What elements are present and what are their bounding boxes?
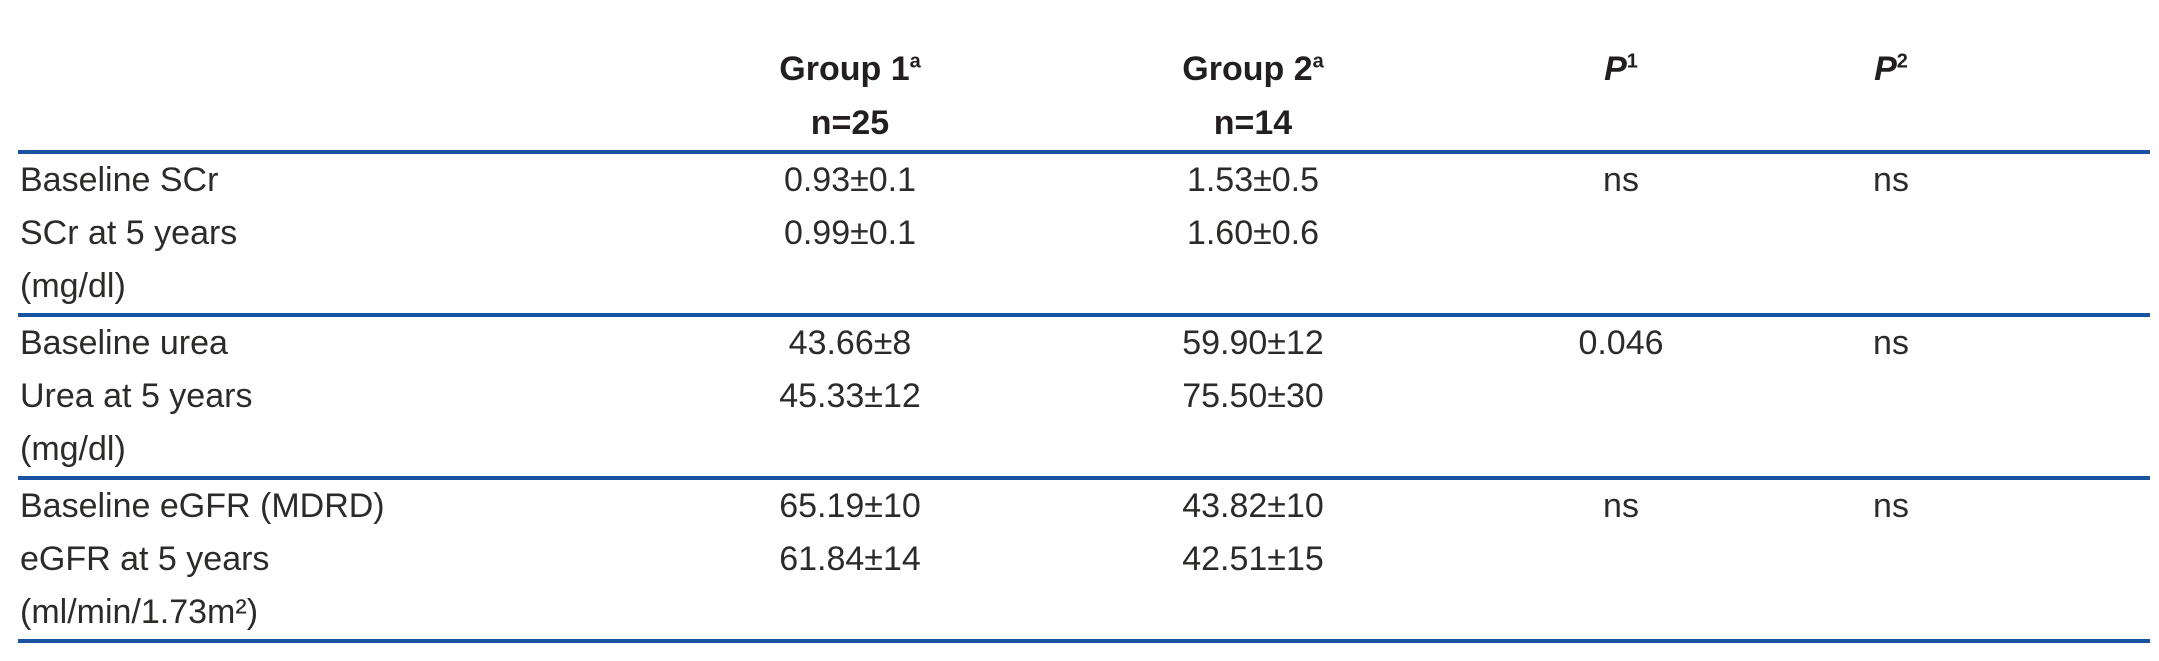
header-group2: Group 2a n=14 bbox=[1050, 0, 1456, 154]
header-group1: Group 1a n=25 bbox=[650, 0, 1050, 154]
group1-footnote-marker: a bbox=[909, 50, 921, 73]
cell-group1: 43.66±8 bbox=[788, 324, 912, 362]
cell-filler bbox=[1996, 533, 2150, 586]
cell-p1 bbox=[1456, 423, 1786, 480]
cell-p2 bbox=[1786, 370, 1996, 423]
cell-p1: ns bbox=[1603, 487, 1639, 525]
cell-group1: 0.99±0.1 bbox=[783, 214, 917, 252]
cell-group2 bbox=[1050, 586, 1456, 643]
cell-filler bbox=[1996, 207, 2150, 260]
cell-p2 bbox=[1786, 586, 1996, 643]
cell-group1 bbox=[650, 423, 1050, 480]
cell-group2: 43.82±10 bbox=[1182, 487, 1324, 525]
cell-p1 bbox=[1456, 370, 1786, 423]
section-egfr: Baseline eGFR (MDRD) 65.19±10 43.82±10 n… bbox=[18, 478, 2150, 643]
header-empty bbox=[18, 0, 650, 154]
table-row: Baseline eGFR (MDRD) 65.19±10 43.82±10 n… bbox=[18, 478, 2150, 533]
row-unit-label: (ml/min/1.73m²) bbox=[18, 586, 650, 643]
cell-p2: ns bbox=[1873, 161, 1909, 199]
cell-filler bbox=[1996, 152, 2150, 207]
cell-group2: 59.90±12 bbox=[1182, 324, 1324, 362]
cell-filler bbox=[1996, 370, 2150, 423]
results-table: Group 1a n=25 Group 2a n=14 P1 P2 bbox=[18, 0, 2150, 643]
cell-p1 bbox=[1456, 533, 1786, 586]
row-label: Baseline eGFR (MDRD) bbox=[20, 487, 385, 525]
cell-p2 bbox=[1786, 533, 1996, 586]
header-p1: P1 bbox=[1456, 0, 1786, 154]
row-label: Baseline SCr bbox=[20, 161, 219, 199]
header-filler bbox=[1996, 0, 2150, 154]
group2-label: Group 2 bbox=[1182, 50, 1313, 88]
cell-p1 bbox=[1456, 586, 1786, 643]
p2-label: P bbox=[1874, 50, 1897, 88]
table-row: SCr at 5 years 0.99±0.1 1.60±0.6 bbox=[18, 207, 2150, 260]
group2-footnote-marker: a bbox=[1312, 50, 1324, 73]
row-label: Urea at 5 years bbox=[20, 377, 253, 415]
row-unit-label: (mg/dl) bbox=[18, 260, 650, 317]
cell-group2: 1.60±0.6 bbox=[1186, 214, 1320, 252]
table-row: Urea at 5 years 45.33±12 75.50±30 bbox=[18, 370, 2150, 423]
row-label: eGFR at 5 years bbox=[20, 540, 270, 578]
table-row: Baseline SCr 0.93±0.1 1.53±0.5 ns ns bbox=[18, 152, 2150, 207]
cell-group2: 75.50±30 bbox=[1182, 377, 1324, 415]
cell-p2 bbox=[1786, 260, 1996, 317]
cell-group1: 65.19±10 bbox=[779, 487, 921, 525]
table-row: Baseline urea 43.66±8 59.90±12 0.046 ns bbox=[18, 315, 2150, 370]
p2-superscript: 2 bbox=[1896, 50, 1908, 73]
cell-group2 bbox=[1050, 260, 1456, 317]
header-row: Group 1a n=25 Group 2a n=14 P1 P2 bbox=[18, 0, 2150, 154]
p1-superscript: 1 bbox=[1626, 50, 1638, 73]
cell-filler bbox=[1996, 260, 2150, 317]
section-scr: Baseline SCr 0.93±0.1 1.53±0.5 ns ns SCr… bbox=[18, 152, 2150, 317]
cell-filler bbox=[1996, 586, 2150, 643]
table-row: (mg/dl) bbox=[18, 423, 2150, 480]
cell-group2 bbox=[1050, 423, 1456, 480]
cell-p1 bbox=[1456, 260, 1786, 317]
group1-n: n=25 bbox=[810, 104, 890, 142]
cell-filler bbox=[1996, 315, 2150, 370]
cell-p2: ns bbox=[1873, 487, 1909, 525]
cell-group2: 1.53±0.5 bbox=[1186, 161, 1320, 199]
cell-p1: 0.046 bbox=[1578, 324, 1664, 362]
cell-group1 bbox=[650, 260, 1050, 317]
group2-n: n=14 bbox=[1213, 104, 1293, 142]
cell-group1: 45.33±12 bbox=[779, 377, 921, 415]
table-row: eGFR at 5 years 61.84±14 42.51±15 bbox=[18, 533, 2150, 586]
section-urea: Baseline urea 43.66±8 59.90±12 0.046 ns … bbox=[18, 315, 2150, 480]
cell-group2: 42.51±15 bbox=[1182, 540, 1324, 578]
cell-p2 bbox=[1786, 207, 1996, 260]
cell-group1: 61.84±14 bbox=[779, 540, 921, 578]
header-p2: P2 bbox=[1786, 0, 1996, 154]
cell-group1 bbox=[650, 586, 1050, 643]
group1-label: Group 1 bbox=[779, 50, 910, 88]
row-unit-label: (mg/dl) bbox=[18, 423, 650, 480]
results-table-container: Group 1a n=25 Group 2a n=14 P1 P2 bbox=[18, 0, 2150, 643]
cell-group1: 0.93±0.1 bbox=[783, 161, 917, 199]
row-label: Baseline urea bbox=[20, 324, 228, 362]
p1-label: P bbox=[1604, 50, 1627, 88]
cell-filler bbox=[1996, 423, 2150, 480]
table-header: Group 1a n=25 Group 2a n=14 P1 P2 bbox=[18, 0, 2150, 154]
row-label: SCr at 5 years bbox=[20, 214, 238, 252]
cell-p1 bbox=[1456, 207, 1786, 260]
cell-filler bbox=[1996, 478, 2150, 533]
table-row: (mg/dl) bbox=[18, 260, 2150, 317]
cell-p2: ns bbox=[1873, 324, 1909, 362]
cell-p2 bbox=[1786, 423, 1996, 480]
cell-p1: ns bbox=[1603, 161, 1639, 199]
table-row: (ml/min/1.73m²) bbox=[18, 586, 2150, 643]
